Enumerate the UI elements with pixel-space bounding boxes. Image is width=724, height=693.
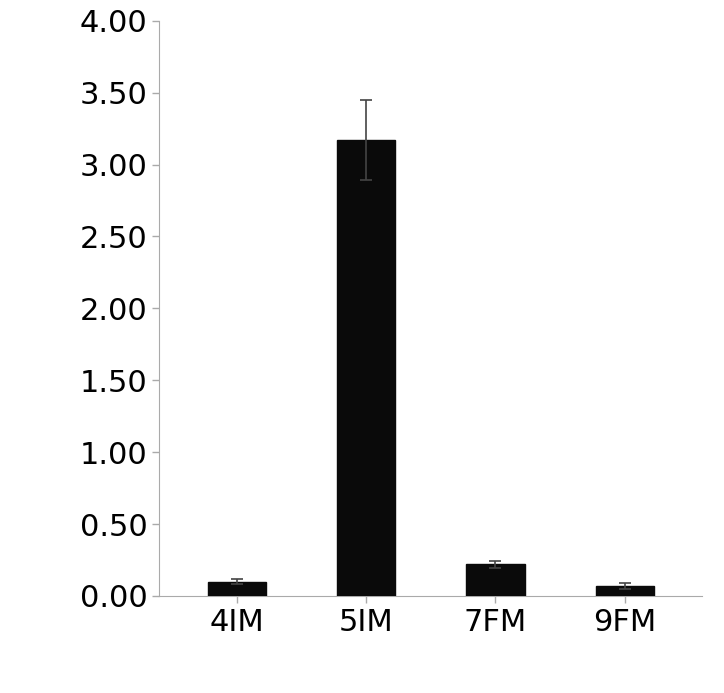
Bar xyxy=(466,564,524,596)
Bar xyxy=(208,581,266,596)
Bar xyxy=(596,586,654,596)
Bar xyxy=(337,140,395,596)
